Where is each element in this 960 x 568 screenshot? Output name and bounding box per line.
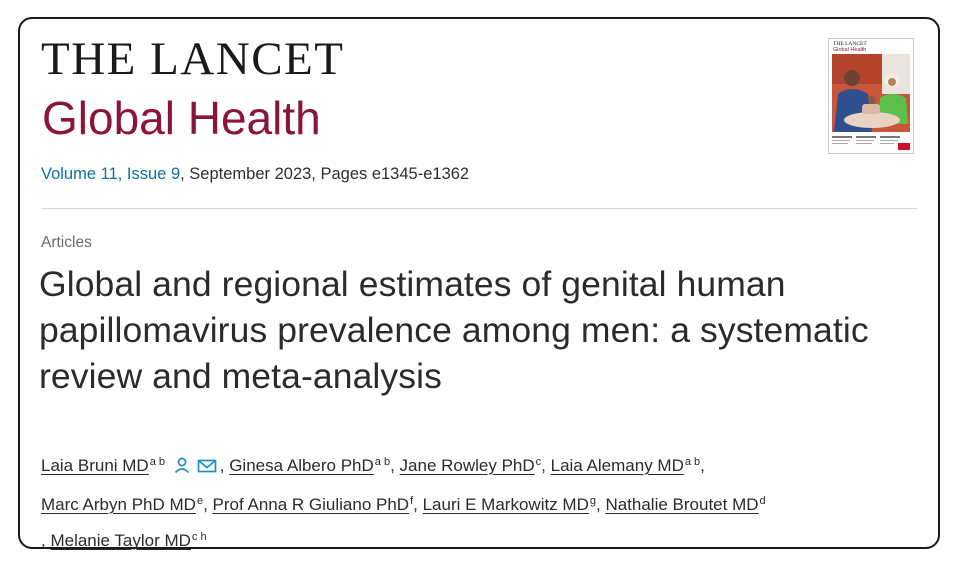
citation-line: Volume 11, Issue 9, September 2023, Page… — [41, 165, 469, 184]
author-link[interactable]: Laia Alemany MD — [550, 456, 684, 475]
cover-title-line1: THE LANCET — [833, 41, 867, 47]
author-affiliation[interactable]: a b — [374, 456, 391, 468]
author-link[interactable]: Jane Rowley PhD — [399, 456, 535, 475]
cover-title-line2: Global Health — [833, 46, 867, 53]
article-title: Global and regional estimates of genital… — [39, 264, 869, 396]
header-divider — [41, 208, 917, 209]
journal-cover-thumbnail[interactable]: THE LANCET Global Health — [828, 38, 914, 154]
person-icon[interactable] — [173, 453, 191, 485]
author-affiliation[interactable]: d — [759, 495, 766, 507]
author-affiliation[interactable]: c h — [191, 531, 207, 543]
cover-title: THE LANCET Global Health — [833, 41, 867, 54]
mail-icon[interactable] — [197, 453, 217, 485]
author-link[interactable]: Marc Arbyn PhD MD — [41, 495, 196, 514]
author-link[interactable]: Ginesa Albero PhD — [229, 456, 374, 475]
cover-photo — [832, 54, 910, 132]
author-link[interactable]: Prof Anna R Giuliano PhD — [212, 495, 410, 514]
author-link[interactable]: Nathalie Broutet MD — [605, 495, 759, 514]
author-link[interactable]: Melanie Taylor MD — [50, 531, 191, 550]
author-affiliation[interactable]: f — [410, 495, 414, 507]
journal-subtitle[interactable]: Global Health — [42, 92, 321, 144]
author-link[interactable]: Laia Bruni MD — [41, 456, 149, 475]
author-affiliation[interactable]: c — [535, 456, 542, 468]
citation-details: , September 2023, Pages e1345-e1362 — [180, 165, 470, 183]
volume-issue-link[interactable]: Volume 11, Issue 9 — [41, 165, 181, 183]
article-type-label: Articles — [41, 234, 92, 251]
author-list: Laia Bruni MDa b , Ginesa Albero PhDa b,… — [41, 446, 931, 557]
author-affiliation[interactable]: e — [196, 495, 204, 507]
author-affiliation[interactable]: g — [589, 495, 596, 507]
author-affiliation[interactable]: a b — [149, 456, 166, 468]
author-affiliation[interactable]: a b — [684, 456, 701, 468]
journal-name[interactable]: THE LANCET — [41, 33, 345, 85]
author-link[interactable]: Lauri E Markowitz MD — [422, 495, 589, 514]
article-header-card: THE LANCET Global Health Volume 11, Issu… — [18, 17, 940, 550]
cover-footer — [832, 136, 910, 150]
